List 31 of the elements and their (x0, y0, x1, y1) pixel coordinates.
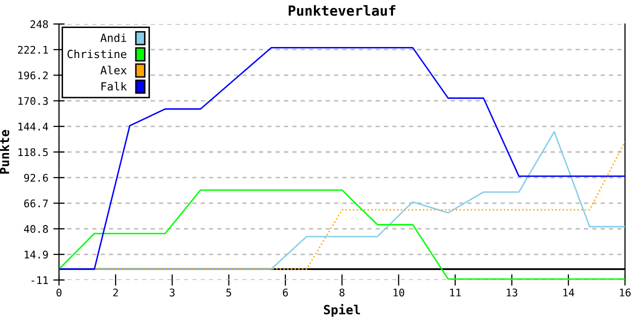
x-tick-label: 2 (113, 288, 118, 296)
x-tick-label: 6 (282, 288, 288, 296)
y-tick-label: 92.6 (24, 174, 48, 182)
y-tick-label: 170.3 (18, 97, 48, 105)
x-tick-label: 3 (170, 288, 175, 296)
y-tick-label: 196.2 (18, 71, 48, 80)
y-tick-label: 40.8 (24, 225, 48, 233)
x-tick-label: 8 (340, 288, 344, 296)
chart-title: Punkteverlauf (288, 5, 396, 16)
y-tick-label: 66.7 (24, 199, 48, 208)
y-axis-title: Punkte (0, 130, 10, 174)
x-tick-label: 16 (620, 288, 631, 296)
legend-label: Falk (101, 82, 127, 91)
legend-label: Christine (68, 50, 126, 58)
line-series (59, 47, 625, 270)
x-tick-label: 14 (563, 288, 574, 296)
x-tick-label: 10 (394, 288, 404, 296)
x-tick-label: 13 (506, 288, 518, 296)
y-tick-label: 14.9 (24, 250, 48, 259)
x-tick-label: 0 (56, 288, 62, 296)
x-axis-title: Spiel (324, 304, 360, 317)
legend-label: Alex (100, 66, 127, 74)
y-tick-label: 118.5 (18, 148, 48, 156)
x-tick-label: 5 (226, 288, 232, 296)
y-tick-label: 222.1 (18, 46, 48, 54)
y-tick-label: 144.4 (18, 122, 48, 130)
legend-label: Andi (100, 33, 126, 42)
line-series (59, 189, 625, 280)
y-tick-label: 248 (30, 20, 48, 28)
x-tick-label: 11 (450, 288, 461, 296)
y-tick-label: -11 (32, 276, 48, 284)
